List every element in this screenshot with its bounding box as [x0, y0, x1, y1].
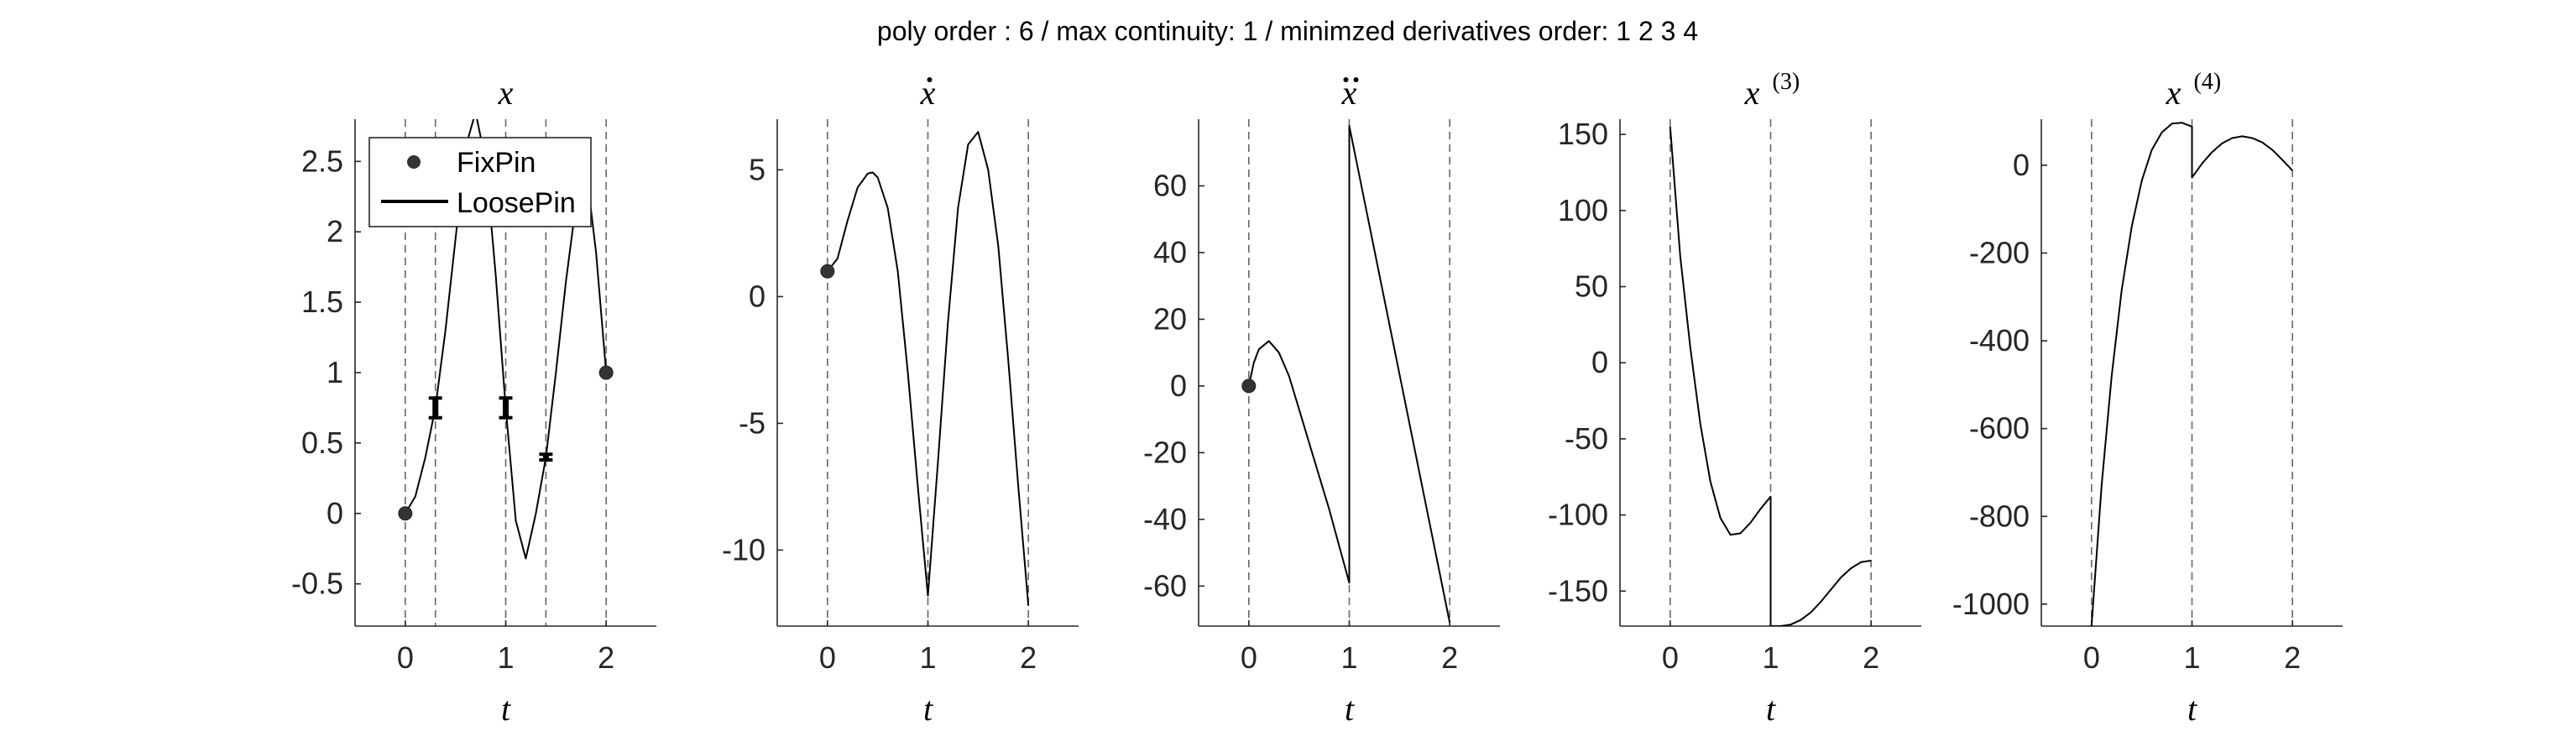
series-line	[827, 131, 1030, 606]
y-tick-label: -100	[1548, 498, 1608, 532]
y-tick-label: 1	[327, 355, 343, 389]
axes-title: x	[2166, 74, 2182, 112]
subplot-4: 0 1 2 -150 -100 -50 0 50 100 150 t x (3)	[1548, 69, 1921, 728]
x-tick-label: 1	[2183, 640, 2200, 675]
y-tick-label: -50	[1565, 421, 1608, 456]
x-tick-label: 0	[397, 640, 414, 675]
subplot-2: 0 1 2 -10 -5 0 5 t x	[722, 74, 1079, 728]
title-dot	[1353, 77, 1359, 82]
plot-area	[1669, 127, 1872, 626]
y-tick-label: -600	[1969, 411, 2030, 446]
legend-label-fixpin: FixPin	[457, 147, 536, 179]
x-tick-label: 1	[919, 640, 936, 675]
x-axis-label: t	[1345, 690, 1355, 728]
subplot-5: 0 1 2 -1000 -800 -600 -400 -200 0 t x (4)	[1952, 69, 2343, 728]
axes-title-superscript: (3)	[1773, 69, 1800, 95]
x-tick-label: 0	[1241, 640, 1257, 675]
y-tick-label: 1.5	[301, 285, 343, 319]
y-tick-label: 0	[749, 279, 765, 313]
figure-suptitle: poly order : 6 / max continuity: 1 / min…	[877, 16, 1698, 46]
y-tick-label: -60	[1143, 568, 1187, 603]
y-tick-label: 150	[1558, 117, 1608, 151]
y-tick-label: 0	[327, 496, 343, 530]
y-tick-label: -800	[1969, 499, 2030, 533]
series-line	[1247, 124, 1451, 624]
title-dot	[927, 77, 933, 82]
axes-title: x	[920, 74, 936, 112]
y-tick-label: -400	[1969, 323, 2030, 358]
x-tick-label: 0	[819, 640, 836, 675]
subplot-1: 0 1 2 -0.5 0 0.5 1 1.5 2 2.5 t x FixPin LoosePin	[291, 74, 656, 728]
fixpin-marker	[398, 506, 413, 521]
series-line	[1669, 127, 1872, 626]
series-line	[2090, 122, 2293, 626]
plot-area	[1247, 124, 1451, 624]
x-tick-label: 0	[1662, 640, 1679, 675]
legend-label-loosepin: LoosePin	[457, 187, 576, 219]
x-tick-label: 2	[1441, 640, 1458, 675]
y-tick-label: 0.5	[301, 426, 343, 460]
x-tick-label: 2	[1020, 640, 1037, 675]
y-tick-label: 2.5	[301, 144, 343, 178]
fixpin-marker	[1241, 379, 1257, 394]
axes-title: x	[1744, 74, 1760, 112]
legend-fixpin-marker	[407, 155, 421, 169]
x-axis-label: t	[501, 690, 511, 728]
y-tick-label: -200	[1969, 235, 2030, 269]
y-tick-label: 60	[1153, 168, 1187, 202]
x-tick-label: 2	[2284, 640, 2301, 675]
y-tick-label: 50	[1575, 269, 1608, 304]
axes-title: x	[498, 74, 514, 112]
plot-area	[2090, 122, 2293, 626]
axes-title-superscript: (4)	[2194, 69, 2222, 95]
legend: FixPin LoosePin	[368, 137, 592, 227]
title-dot	[1343, 77, 1349, 82]
fixpin-marker	[820, 264, 835, 279]
y-tick-label: 0	[2013, 148, 2030, 182]
x-tick-label: 1	[1762, 640, 1779, 675]
x-tick-label: 0	[2083, 640, 2100, 675]
y-tick-label: -0.5	[291, 567, 343, 601]
subplots: 0 1 2 -0.5 0 0.5 1 1.5 2 2.5 t x FixPin LoosePin 0 1 2 -1…	[291, 69, 2343, 728]
y-tick-label: -10	[722, 532, 765, 567]
y-tick-label: 0	[1170, 368, 1187, 403]
axes-title: x	[1341, 74, 1357, 112]
x-tick-label: 2	[1863, 640, 1879, 675]
x-tick-label: 1	[1340, 640, 1357, 675]
y-tick-label: -1000	[1952, 587, 2030, 621]
y-tick-label: 40	[1153, 235, 1187, 269]
y-tick-label: 100	[1558, 193, 1608, 227]
y-tick-label: 2	[327, 214, 343, 248]
plot-area	[827, 131, 1030, 606]
legend-box	[368, 137, 592, 227]
y-tick-label: -5	[739, 405, 765, 440]
y-tick-label: 20	[1153, 301, 1187, 336]
x-axis-label: t	[2187, 690, 2197, 728]
y-tick-label: 0	[1591, 345, 1608, 379]
subplot-3: 0 1 2 -60 -40 -20 0 20 40 60 t x	[1143, 74, 1500, 728]
y-tick-label: -40	[1143, 502, 1187, 536]
x-axis-label: t	[923, 690, 933, 728]
x-tick-label: 2	[598, 640, 614, 675]
fixpin-marker	[598, 365, 614, 380]
x-tick-label: 1	[497, 640, 514, 675]
x-axis-label: t	[1766, 690, 1776, 728]
y-tick-label: -150	[1548, 573, 1608, 608]
y-tick-label: 5	[749, 152, 765, 186]
y-tick-label: -20	[1143, 435, 1187, 469]
